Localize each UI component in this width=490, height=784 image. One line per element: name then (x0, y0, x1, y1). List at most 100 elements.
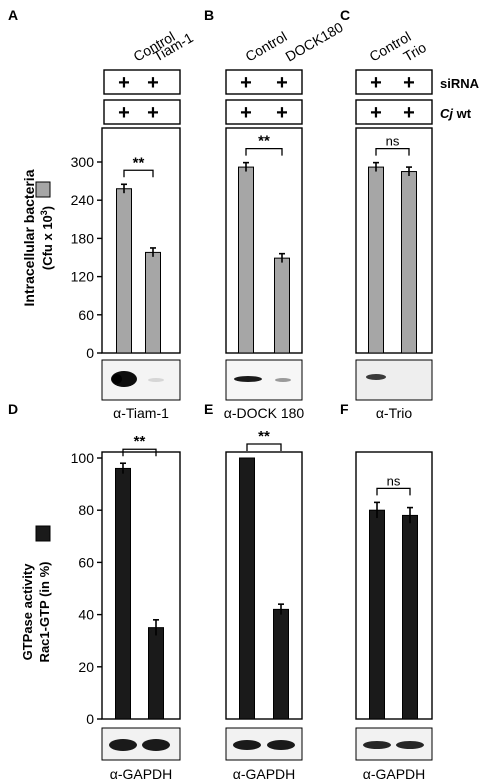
y-tick-label-a: 60 (78, 307, 94, 323)
bar-c-1 (368, 166, 384, 354)
significance-bracket-b (245, 147, 283, 156)
lower-blots (101, 727, 433, 761)
blot-band (234, 376, 262, 382)
sirna-row-label: siRNA (440, 76, 480, 91)
lower-legend-swatch (35, 525, 51, 542)
cjwt-box-a (103, 99, 181, 125)
chart-frame-b (225, 127, 303, 354)
significance-bracket-e (246, 443, 282, 451)
y-tick-label-d: 0 (86, 711, 94, 727)
significance-bracket-a (123, 169, 154, 178)
blot-band (267, 740, 295, 750)
cjwt-box-c (355, 99, 433, 125)
significance-label-f: ns (387, 473, 401, 488)
y-tick-label-a: 300 (71, 154, 95, 170)
bar-a-1 (116, 188, 132, 354)
bar-e-2 (273, 608, 289, 720)
bar-f-2 (402, 514, 418, 720)
y-tick-label-d: 20 (78, 659, 94, 675)
blot-band (148, 378, 164, 382)
plus-sign: + (147, 102, 159, 124)
upper-blots (101, 359, 433, 401)
y-tick-label-a: 120 (71, 269, 95, 285)
blot-strip-a (101, 359, 181, 401)
chart-frame-a (101, 127, 181, 354)
chart-frame-c (355, 127, 433, 354)
plus-sign: + (370, 102, 382, 124)
cjwt-row-label: Cj wt (440, 106, 472, 121)
significance-label-d: ** (134, 433, 146, 450)
blot-band (233, 740, 261, 750)
plus-sign: + (118, 72, 130, 94)
chart-marks: 0 60 120 180 240 300 ** ** ns 0 20 40 60 80 100 ** ** ns (71, 133, 418, 727)
y-tick-label-a: 240 (71, 192, 95, 208)
blot-label-b: α-DOCK 180 (224, 405, 305, 421)
plus-sign: + (147, 72, 159, 94)
blot-label-a: α-Tiam-1 (113, 405, 169, 421)
panel-letter-b: B (204, 7, 214, 23)
sirna-box-a (103, 69, 181, 95)
chart-frame-f (355, 451, 433, 720)
bar-b-1 (238, 166, 254, 354)
chart-frame-e (225, 451, 303, 720)
blot-strip-c (355, 359, 433, 401)
bar-d-1 (115, 467, 131, 720)
significance-bracket-c (375, 147, 410, 156)
bar-b-2 (274, 257, 290, 354)
bar-e-1 (239, 457, 255, 720)
lower-axis-label-line1: GTPase activity (20, 563, 35, 661)
bar-d-2 (148, 627, 164, 720)
plus-sign: + (403, 72, 415, 94)
y-tick-label-d: 60 (78, 554, 94, 570)
blot-band (363, 741, 391, 749)
lower-axis-label: GTPase activity Rac1-GTP (in %) (20, 562, 52, 663)
column-header-b-dock180: DOCK180 (283, 19, 346, 65)
column-header-b-control: Control (243, 28, 290, 64)
significance-bracket-d (122, 448, 157, 457)
blot-band (396, 741, 424, 749)
y-tick-label-a: 0 (86, 345, 94, 361)
plus-sign: + (276, 102, 288, 124)
bar-f-1 (369, 509, 385, 720)
plus-sign: + (240, 72, 252, 94)
panel-letter-f: F (340, 401, 349, 417)
significance-label-e: ** (258, 428, 270, 445)
blot-band (112, 374, 122, 384)
panel-letter-d: D (8, 401, 18, 417)
blot-band (142, 739, 170, 751)
blot-band (366, 374, 386, 380)
plus-sign: + (370, 72, 382, 94)
panel-letter-c: C (340, 7, 350, 23)
lower-axis-label-line2: Rac1-GTP (in %) (37, 562, 52, 663)
upper-legend-swatch (35, 181, 51, 198)
plus-sign: + (403, 102, 415, 124)
blot-label-e: α-GAPDH (233, 766, 296, 782)
cjwt-box-b (225, 99, 303, 125)
blot-label-f: α-GAPDH (363, 766, 426, 782)
significance-label-c: ns (386, 134, 400, 149)
plus-sign: + (240, 102, 252, 124)
upper-axis-label-line2: (Cfu x 103) (39, 206, 55, 270)
y-tick-label-d: 100 (71, 450, 95, 466)
blot-band (109, 739, 137, 751)
y-tick-label-d: 40 (78, 607, 94, 623)
sirna-box-b (225, 69, 303, 95)
upper-axis-label: Intracellular bacteria (Cfu x 103) (21, 169, 55, 306)
y-tick-label-a: 180 (71, 230, 95, 246)
upper-axis-label-line1: Intracellular bacteria (21, 169, 37, 306)
blot-band (275, 378, 291, 382)
condition-rows: + + + + + + + + + + + + siRNA Cj wt (103, 69, 480, 125)
panel-letter-e: E (204, 401, 213, 417)
chart-frame-d (101, 451, 181, 720)
significance-bracket-f (376, 487, 411, 496)
significance-label-b: ** (258, 133, 270, 150)
blot-label-d: α-GAPDH (110, 766, 173, 782)
bar-a-2 (145, 251, 161, 354)
sirna-box-c (355, 69, 433, 95)
plus-sign: + (276, 72, 288, 94)
significance-label-a: ** (133, 154, 145, 171)
y-tick-label-d: 80 (78, 502, 94, 518)
plus-sign: + (118, 102, 130, 124)
blot-label-c: α-Trio (376, 405, 413, 421)
